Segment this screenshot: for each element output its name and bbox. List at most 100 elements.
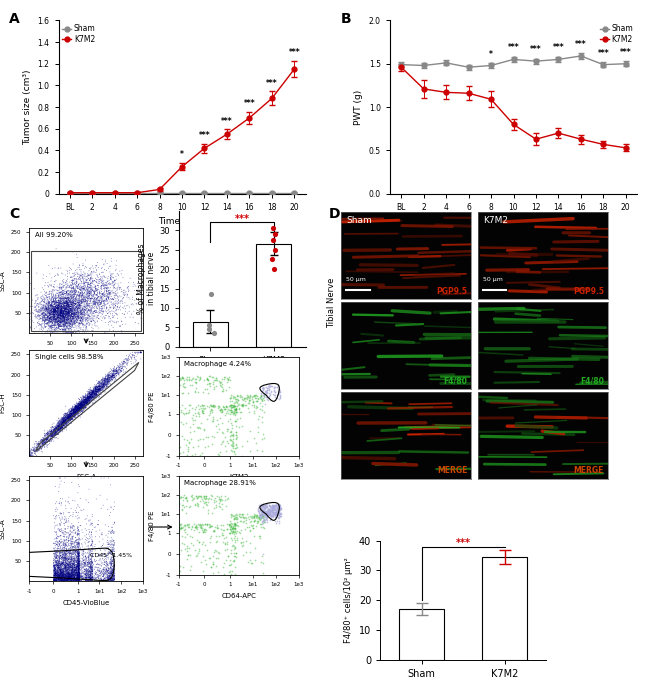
Point: [86, 385, 97, 396]
Point: [42, 303, 52, 313]
Point: [70, 299, 80, 309]
Point: [92, 307, 102, 318]
Point: [53, 560, 63, 571]
Point: [74, 573, 85, 584]
Point: [42, 436, 53, 447]
Point: [74, 396, 85, 407]
Point: [71, 566, 81, 577]
Point: [44, 310, 55, 321]
Point: [71, 567, 81, 578]
Point: [229, 407, 239, 418]
Point: [76, 401, 86, 411]
Point: [60, 562, 71, 573]
Point: [50, 574, 60, 585]
Point: [98, 299, 109, 309]
Point: [59, 573, 70, 584]
Point: [73, 541, 84, 551]
Point: [94, 381, 105, 392]
Point: [104, 376, 114, 387]
Point: [67, 319, 77, 330]
Point: [187, 520, 198, 531]
Point: [68, 311, 78, 322]
Point: [84, 389, 95, 400]
Point: [89, 390, 99, 401]
Point: [105, 536, 115, 547]
Point: [60, 415, 70, 426]
Point: [78, 308, 88, 319]
Point: [52, 423, 62, 434]
Point: [67, 536, 77, 547]
Point: [68, 570, 78, 581]
Point: [86, 388, 97, 399]
Point: [59, 538, 70, 549]
Point: [266, 499, 277, 510]
Point: [73, 573, 84, 583]
Point: [80, 296, 90, 307]
Point: [98, 378, 108, 389]
Point: [98, 280, 109, 291]
Point: [43, 312, 53, 323]
Point: [54, 415, 64, 426]
Point: [57, 571, 68, 581]
Point: [188, 539, 198, 550]
Point: [96, 306, 107, 317]
Point: [72, 564, 83, 575]
Point: [36, 436, 46, 447]
Point: [39, 433, 49, 444]
Point: [190, 404, 200, 415]
Point: [52, 306, 62, 317]
Point: [234, 526, 244, 537]
Point: [49, 543, 59, 554]
Point: [86, 534, 97, 545]
Point: [57, 317, 67, 328]
Point: [109, 566, 119, 577]
Point: [62, 570, 72, 581]
Point: [79, 396, 89, 407]
Point: [24, 450, 34, 461]
Point: [51, 307, 61, 318]
Point: [70, 404, 81, 415]
Point: [72, 571, 83, 582]
Point: [268, 503, 278, 514]
Point: [39, 296, 49, 307]
Point: [67, 558, 77, 569]
Point: [38, 301, 49, 312]
Point: [103, 369, 114, 379]
Point: [86, 309, 97, 320]
Point: [54, 569, 64, 580]
Point: [51, 556, 62, 567]
Point: [46, 422, 56, 433]
Point: [254, 398, 265, 409]
Point: [62, 569, 72, 580]
Point: [70, 537, 81, 547]
Point: [51, 424, 62, 435]
Point: [74, 560, 85, 571]
Point: [55, 422, 65, 433]
Point: [57, 419, 67, 430]
Point: [229, 555, 239, 566]
Point: [46, 313, 57, 324]
Point: [177, 505, 187, 515]
Point: [43, 432, 53, 443]
Point: [80, 399, 90, 410]
Point: [68, 409, 79, 420]
Point: [50, 292, 60, 303]
Point: [79, 558, 90, 569]
Point: [92, 387, 102, 398]
Point: [64, 564, 75, 575]
Point: [67, 277, 77, 288]
Point: [66, 299, 77, 309]
Point: [39, 297, 49, 308]
Point: [76, 401, 86, 411]
Point: [79, 558, 90, 568]
Point: [81, 576, 92, 587]
Point: [53, 574, 64, 585]
Point: [270, 389, 280, 400]
Point: [75, 402, 86, 413]
Point: [42, 434, 53, 445]
Point: [78, 560, 88, 571]
Point: [63, 408, 73, 419]
Point: [48, 295, 58, 306]
Point: [49, 422, 59, 432]
Point: [74, 573, 85, 583]
